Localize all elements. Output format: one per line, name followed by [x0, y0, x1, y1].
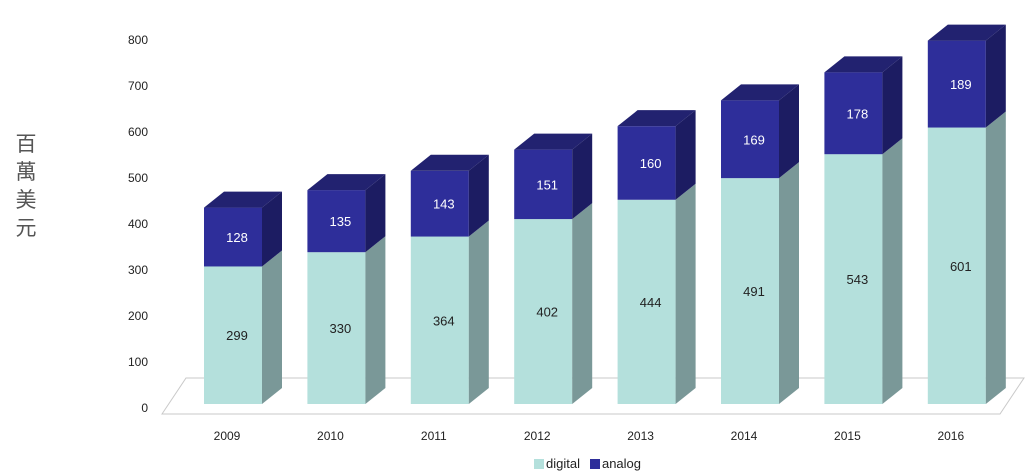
- x-tick-label-2012: 2012: [524, 429, 551, 443]
- bar-top-2009: [204, 191, 282, 208]
- data-label-digital-2009: 299: [226, 328, 248, 343]
- x-tick-label-2016: 2016: [937, 429, 964, 443]
- bar-analog-2016: [927, 40, 986, 128]
- bar-digital-2009: [204, 266, 262, 404]
- data-label-digital-2012: 402: [536, 305, 558, 320]
- bar-analog-2012: [514, 149, 573, 220]
- bar-top-2013: [617, 110, 696, 127]
- data-label-digital-2014: 491: [743, 284, 765, 299]
- data-label-analog-2009: 128: [226, 230, 248, 245]
- bar-side-digital-2014: [779, 162, 799, 404]
- bar-digital-2011: [410, 236, 469, 404]
- data-label-digital-2015: 543: [847, 272, 869, 287]
- data-label-analog-2013: 160: [640, 156, 662, 171]
- legend-swatch-digital: [534, 458, 544, 469]
- bar-analog-2009: [204, 207, 262, 267]
- bar-stack-2010: 330 135: [307, 174, 386, 404]
- bar-analog-2015: [824, 72, 883, 155]
- bar-side-digital-2010: [365, 236, 386, 404]
- bar-stack-2013: 444 160: [617, 110, 696, 404]
- y-tick-label: 200: [128, 309, 148, 323]
- x-tick-label-2009: 2009: [214, 429, 241, 443]
- legend: digital analog: [534, 456, 647, 471]
- legend-label-digital: digital: [546, 456, 580, 471]
- bar-side-analog-2016: [985, 24, 1006, 128]
- bar-digital-2013: [617, 199, 676, 404]
- bar-digital-2014: [721, 178, 779, 404]
- bar-digital-2012: [514, 219, 573, 404]
- bar-stack-2015: 543 178: [824, 56, 903, 404]
- x-tick-label-2010: 2010: [317, 429, 344, 443]
- bar-stack-2014: 491 169: [721, 84, 799, 404]
- bar-digital-2015: [824, 154, 883, 404]
- bar-side-digital-2009: [262, 250, 282, 404]
- legend-item-analog: analog: [589, 456, 642, 471]
- y-tick-label: 800: [128, 33, 148, 47]
- bar-side-analog-2012: [572, 133, 593, 220]
- bar-side-analog-2011: [468, 154, 489, 237]
- bar-stack-2009: 299 128: [204, 191, 282, 404]
- y-tick-label: 300: [128, 263, 148, 277]
- bar-top-2014: [721, 84, 799, 101]
- y-tick-label: 500: [128, 171, 148, 185]
- bar-stack-2016: 601 189: [927, 24, 1006, 404]
- data-label-analog-2015: 178: [847, 106, 869, 121]
- x-tick-label-2013: 2013: [627, 429, 654, 443]
- bar-top-2016: [927, 24, 1006, 41]
- bar-analog-2013: [617, 126, 676, 200]
- bar-side-analog-2013: [675, 110, 696, 200]
- data-label-analog-2016: 189: [950, 77, 972, 92]
- y-axis-label: 百萬美元: [15, 132, 37, 240]
- bar-top-2012: [514, 133, 593, 150]
- bar-side-analog-2015: [882, 56, 903, 155]
- bar-stack-2011: 364 143: [410, 154, 489, 404]
- data-label-analog-2011: 143: [433, 197, 455, 212]
- data-label-analog-2014: 169: [743, 132, 765, 147]
- x-tick-label-2011: 2011: [421, 429, 447, 443]
- data-label-digital-2011: 364: [433, 313, 455, 328]
- y-tick-label: 400: [128, 217, 148, 231]
- bar-side-digital-2011: [468, 220, 489, 404]
- data-label-digital-2016: 601: [950, 259, 972, 274]
- data-label-digital-2013: 444: [640, 295, 662, 310]
- bar-analog-2010: [307, 190, 366, 253]
- bar-digital-2010: [307, 252, 366, 404]
- bar-top-2010: [307, 174, 386, 191]
- legend-label-analog: analog: [601, 456, 642, 471]
- x-tick-label-2014: 2014: [731, 429, 758, 443]
- bar-side-digital-2012: [572, 203, 593, 404]
- data-label-analog-2010: 135: [330, 214, 352, 229]
- y-tick-label: 0: [141, 401, 148, 415]
- bar-analog-2014: [721, 100, 779, 179]
- y-tick-label: 100: [128, 355, 148, 369]
- legend-swatch-analog: [589, 458, 600, 469]
- bar-side-analog-2014: [779, 84, 799, 179]
- bar-top-2015: [824, 56, 903, 73]
- bar-digital-2016: [927, 127, 986, 404]
- y-tick-label: 600: [128, 125, 148, 139]
- bar-stack-2012: 402 151: [514, 133, 593, 404]
- bar-side-digital-2016: [985, 111, 1006, 404]
- bar-side-analog-2009: [262, 191, 282, 267]
- data-label-analog-2012: 151: [536, 177, 558, 192]
- data-label-digital-2010: 330: [330, 321, 352, 336]
- bar-side-analog-2010: [365, 174, 386, 253]
- legend-item-digital: digital: [534, 456, 580, 471]
- bar-analog-2011: [410, 170, 469, 237]
- bar-top-2011: [410, 154, 489, 171]
- bar-side-digital-2013: [675, 183, 696, 404]
- x-tick-label-2015: 2015: [834, 429, 861, 443]
- y-tick-label: 700: [128, 79, 148, 93]
- bar-side-digital-2015: [882, 138, 903, 404]
